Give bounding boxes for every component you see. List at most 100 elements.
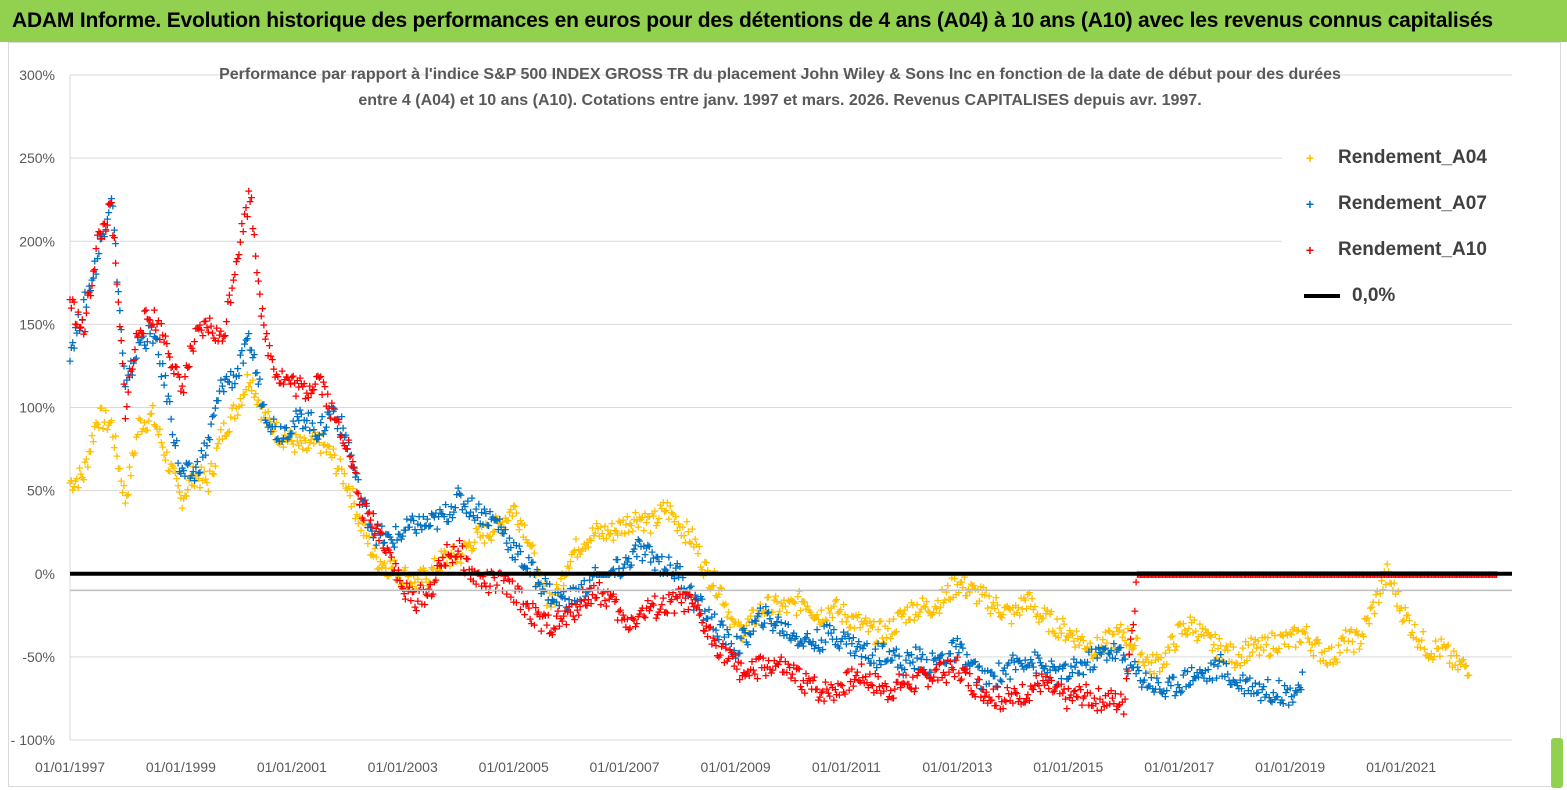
data-point: + — [347, 449, 356, 462]
data-point: + — [352, 508, 361, 521]
data-point: + — [376, 529, 385, 542]
data-point: + — [1288, 695, 1297, 708]
data-point: + — [1327, 641, 1336, 654]
data-point: + — [530, 618, 539, 631]
data-point: + — [1112, 621, 1121, 634]
data-point: + — [463, 539, 472, 552]
data-point: + — [154, 428, 163, 441]
data-point: + — [1131, 632, 1140, 645]
data-point: + — [463, 553, 472, 566]
data-point: + — [374, 525, 383, 538]
data-point: + — [1080, 642, 1089, 655]
x-tick-label: 01/01/2005 — [479, 759, 549, 775]
data-point: + — [129, 449, 138, 462]
data-point: + — [1155, 683, 1164, 696]
data-point: + — [90, 263, 99, 276]
data-point: + — [1378, 583, 1387, 596]
data-point: + — [1094, 682, 1103, 695]
data-point: + — [610, 595, 619, 608]
data-point: + — [240, 337, 249, 350]
data-point: + — [354, 487, 363, 500]
data-point: + — [775, 655, 784, 668]
data-point: + — [921, 668, 930, 681]
data-point: + — [1190, 613, 1199, 626]
data-point: + — [89, 264, 98, 277]
data-point: + — [730, 617, 739, 630]
data-point: + — [430, 511, 439, 524]
data-point: + — [1163, 640, 1172, 653]
data-point: + — [319, 376, 328, 389]
data-point: + — [1260, 691, 1269, 704]
resize-handle-icon[interactable] — [1551, 738, 1563, 788]
data-point: + — [707, 580, 716, 593]
data-point: + — [943, 654, 952, 667]
data-point: + — [284, 374, 293, 387]
data-point: + — [485, 505, 494, 518]
x-tick-label: 01/01/2003 — [368, 759, 438, 775]
data-point: + — [435, 558, 444, 571]
data-point: + — [139, 327, 148, 340]
data-point: + — [483, 529, 492, 542]
data-point: + — [229, 368, 238, 381]
data-point: + — [940, 656, 949, 669]
data-point: + — [691, 593, 700, 606]
data-point: + — [1023, 688, 1032, 701]
data-point: + — [1004, 656, 1013, 669]
data-point: + — [128, 362, 137, 375]
data-point: + — [416, 563, 425, 576]
data-point: + — [574, 609, 583, 622]
data-point: + — [257, 309, 266, 322]
data-point: + — [118, 347, 127, 360]
data-point: + — [502, 536, 511, 549]
data-point: + — [1126, 659, 1135, 672]
data-point: + — [279, 378, 288, 391]
data-point: + — [129, 354, 138, 367]
data-point: + — [563, 559, 572, 572]
data-point: + — [740, 624, 749, 637]
data-point: + — [1091, 643, 1100, 656]
data-point: + — [764, 591, 773, 604]
data-point: + — [1430, 650, 1439, 663]
data-point: + — [749, 604, 758, 617]
data-point: + — [186, 470, 195, 483]
data-point: + — [444, 549, 453, 562]
data-point: + — [678, 587, 687, 600]
data-point: + — [1040, 679, 1049, 692]
data-point: + — [384, 528, 393, 541]
data-point: + — [1037, 659, 1046, 672]
data-point: + — [1050, 661, 1059, 674]
data-point: + — [144, 319, 153, 332]
data-point: + — [782, 628, 791, 641]
data-point: + — [112, 275, 121, 288]
data-point: + — [889, 644, 898, 657]
data-point: + — [1341, 624, 1350, 637]
data-point: + — [132, 352, 141, 365]
data-point: + — [625, 517, 634, 530]
data-point: + — [545, 627, 554, 640]
data-point: + — [1191, 672, 1200, 685]
data-point: + — [119, 479, 128, 492]
data-point: + — [978, 683, 987, 696]
data-point: + — [189, 345, 198, 358]
data-point: + — [191, 461, 200, 474]
data-point: + — [613, 528, 622, 541]
data-point: + — [706, 621, 715, 634]
data-point: + — [377, 526, 386, 539]
data-point: + — [130, 353, 139, 366]
data-point: + — [1133, 632, 1142, 645]
data-point: + — [1111, 687, 1120, 700]
data-point: + — [685, 535, 694, 548]
data-point: + — [765, 662, 774, 675]
data-point: + — [994, 690, 1003, 703]
data-point: + — [1083, 656, 1092, 669]
data-point: + — [1014, 695, 1023, 708]
data-point: + — [241, 383, 250, 396]
data-point: + — [647, 597, 656, 610]
data-point: + — [571, 598, 580, 611]
data-point: + — [459, 563, 468, 576]
data-point: + — [1240, 687, 1249, 700]
data-point: + — [845, 683, 854, 696]
data-point: + — [1119, 708, 1128, 721]
data-point: + — [65, 355, 74, 368]
data-point: + — [911, 682, 920, 695]
